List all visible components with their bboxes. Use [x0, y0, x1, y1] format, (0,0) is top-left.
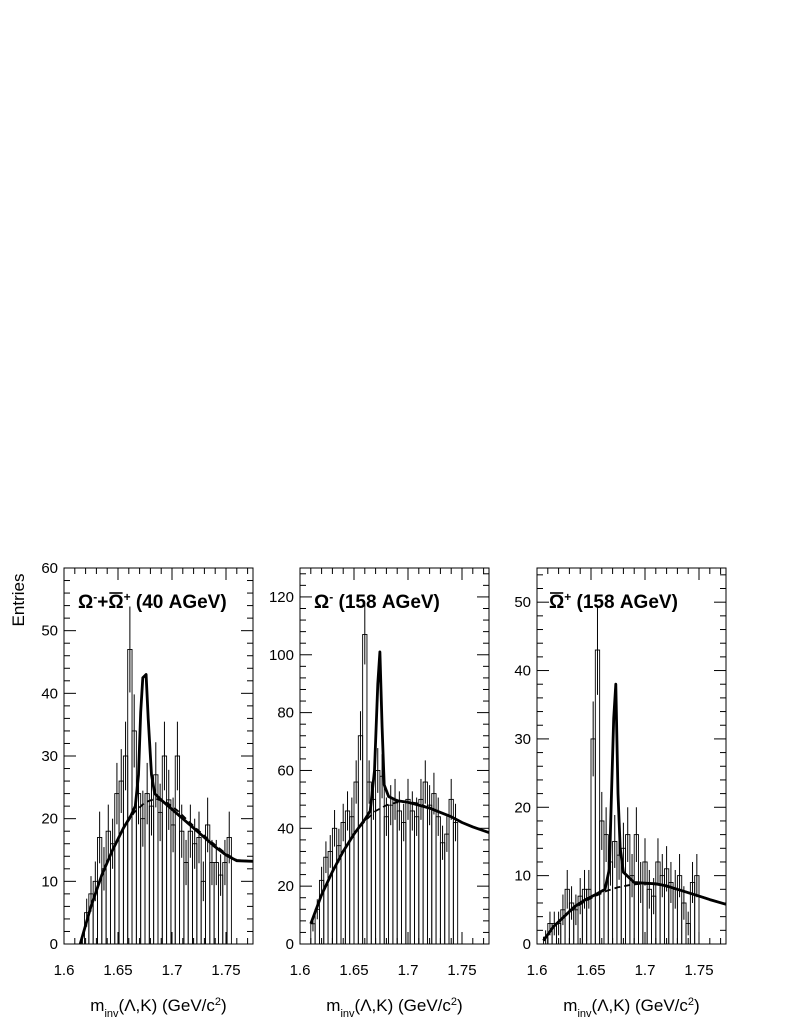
x-axis-label-part: ): [457, 996, 463, 1015]
histogram-bin: [418, 798, 424, 944]
panel-label-part: +: [97, 592, 108, 613]
x-axis-label-part: 2: [215, 996, 221, 1008]
panel-label: Ω-+Ω+ (40 AGeV): [78, 590, 227, 613]
y-tick-label: 40: [41, 685, 58, 702]
y-tick-label: 30: [514, 731, 531, 748]
histogram-bin: [226, 837, 232, 944]
y-tick-label: 40: [514, 663, 531, 680]
panel-label: Ω- (158 AGeV): [314, 590, 440, 613]
x-tick-label: 1.65: [339, 962, 368, 979]
y-tick-label: 50: [41, 623, 58, 640]
histogram-bin: [379, 775, 385, 944]
total-fit-curve: [542, 682, 726, 942]
x-tick-label: 1.6: [527, 962, 548, 979]
x-axis-label-part: ): [221, 996, 227, 1015]
x-axis-label: minv(Λ,K) (GeV/c2): [326, 996, 462, 1020]
histogram-bin: [388, 804, 394, 944]
y-tick-label: 10: [514, 868, 531, 885]
y-axis-label: Entries: [9, 574, 28, 627]
panel-label-part: Ω: [314, 592, 329, 613]
x-axis-label: minv(Λ,K) (GeV/c2): [563, 996, 699, 1020]
x-axis-label-part: m: [563, 996, 577, 1015]
y-tick-label: 50: [514, 594, 531, 611]
panel-label-part: Ω: [549, 592, 564, 613]
plot-frame: [536, 567, 727, 945]
x-axis-label-part: (Λ,K) (GeV/c: [592, 996, 689, 1015]
x-axis-label-part: inv: [340, 1008, 355, 1020]
panel-label: Ω+ (158 AGeV): [549, 590, 678, 613]
x-tick-label: 1.65: [103, 962, 132, 979]
panel-label-part: (40 AGeV): [131, 592, 227, 613]
histogram-bin: [357, 735, 364, 944]
x-tick-label: 1.6: [54, 962, 75, 979]
y-tick-label: 0: [50, 936, 58, 953]
histogram: [81, 606, 232, 944]
panel-label-part: (158 AGeV): [333, 592, 440, 613]
y-tick-label: 20: [41, 811, 58, 828]
total-fit-curve: [78, 673, 253, 944]
panel-label-part: Ω: [108, 592, 123, 613]
panel-2: 1.6 1.65 1.7 1.75 0 20 40 60 80 100 120 Ω- (158 AGe…: [269, 567, 490, 1020]
histogram-bin: [426, 804, 433, 944]
histogram-bin: [594, 649, 601, 944]
panel-label-part: -: [329, 590, 333, 604]
panel-label-part: (158 AGeV): [571, 592, 678, 613]
y-tick-label: 20: [277, 878, 294, 895]
y-tick-label: 60: [277, 762, 294, 779]
x-axis-label-part: (Λ,K) (GeV/c: [119, 996, 216, 1015]
histogram-bin: [362, 634, 368, 944]
x-axis-label-part: m: [326, 996, 340, 1015]
x-axis-label-part: 2: [451, 996, 457, 1008]
y-tick-label: 20: [514, 799, 531, 816]
plot-frame: [299, 567, 490, 945]
histogram-bin: [448, 798, 454, 944]
x-axis-label-part: inv: [104, 1008, 119, 1020]
histogram-bin: [392, 798, 398, 944]
x-axis-label-part: (Λ,K) (GeV/c: [355, 996, 452, 1015]
x-axis-label-part: inv: [577, 1008, 592, 1020]
total-fit-curve: [309, 650, 489, 925]
panel-label-part: -: [93, 590, 97, 604]
y-tick-label: 0: [523, 936, 531, 953]
histogram-bin: [375, 770, 381, 944]
y-tick-label: 40: [277, 820, 294, 837]
x-axis-label-part: ): [694, 996, 700, 1015]
x-tick-label: 1.6: [290, 962, 311, 979]
y-tick-label: 30: [41, 748, 58, 765]
x-axis-label-part: m: [90, 996, 104, 1015]
plot-frame: [63, 567, 254, 945]
x-axis-label: minv(Λ,K) (GeV/c2): [90, 996, 226, 1020]
x-tick-label: 1.75: [684, 962, 713, 979]
y-tick-label: 10: [41, 873, 58, 890]
y-tick-label: 100: [269, 647, 294, 664]
y-tick-label: 80: [277, 705, 294, 722]
histogram-bin: [396, 810, 402, 944]
x-tick-label: 1.75: [447, 962, 476, 979]
x-tick-label: 1.7: [635, 962, 656, 979]
y-tick-label: 0: [286, 936, 294, 953]
histogram-bin: [344, 810, 351, 944]
x-tick-label: 1.75: [211, 962, 240, 979]
y-tick-label: 60: [41, 560, 58, 577]
y-tick-label: 120: [269, 589, 294, 606]
x-tick-label: 1.7: [162, 962, 183, 979]
histogram-bin: [353, 781, 359, 944]
panel-label-part: +: [564, 590, 571, 604]
histogram-bin: [370, 798, 377, 944]
histogram-bin: [431, 793, 437, 944]
x-tick-label: 1.65: [576, 962, 605, 979]
histogram-bin: [409, 810, 415, 944]
histogram-bin: [405, 798, 411, 944]
panel-label-part: +: [124, 590, 131, 604]
histogram: [543, 605, 700, 944]
x-axis-label-part: 2: [688, 996, 694, 1008]
panel-3: 1.6 1.65 1.7 1.75 0 10 20 30 40 50 Ω+ (158 AGeV) mi…: [514, 567, 727, 1020]
panel-label-part: Ω: [78, 592, 93, 613]
histogram-bin: [127, 649, 133, 944]
x-tick-label: 1.7: [398, 962, 419, 979]
